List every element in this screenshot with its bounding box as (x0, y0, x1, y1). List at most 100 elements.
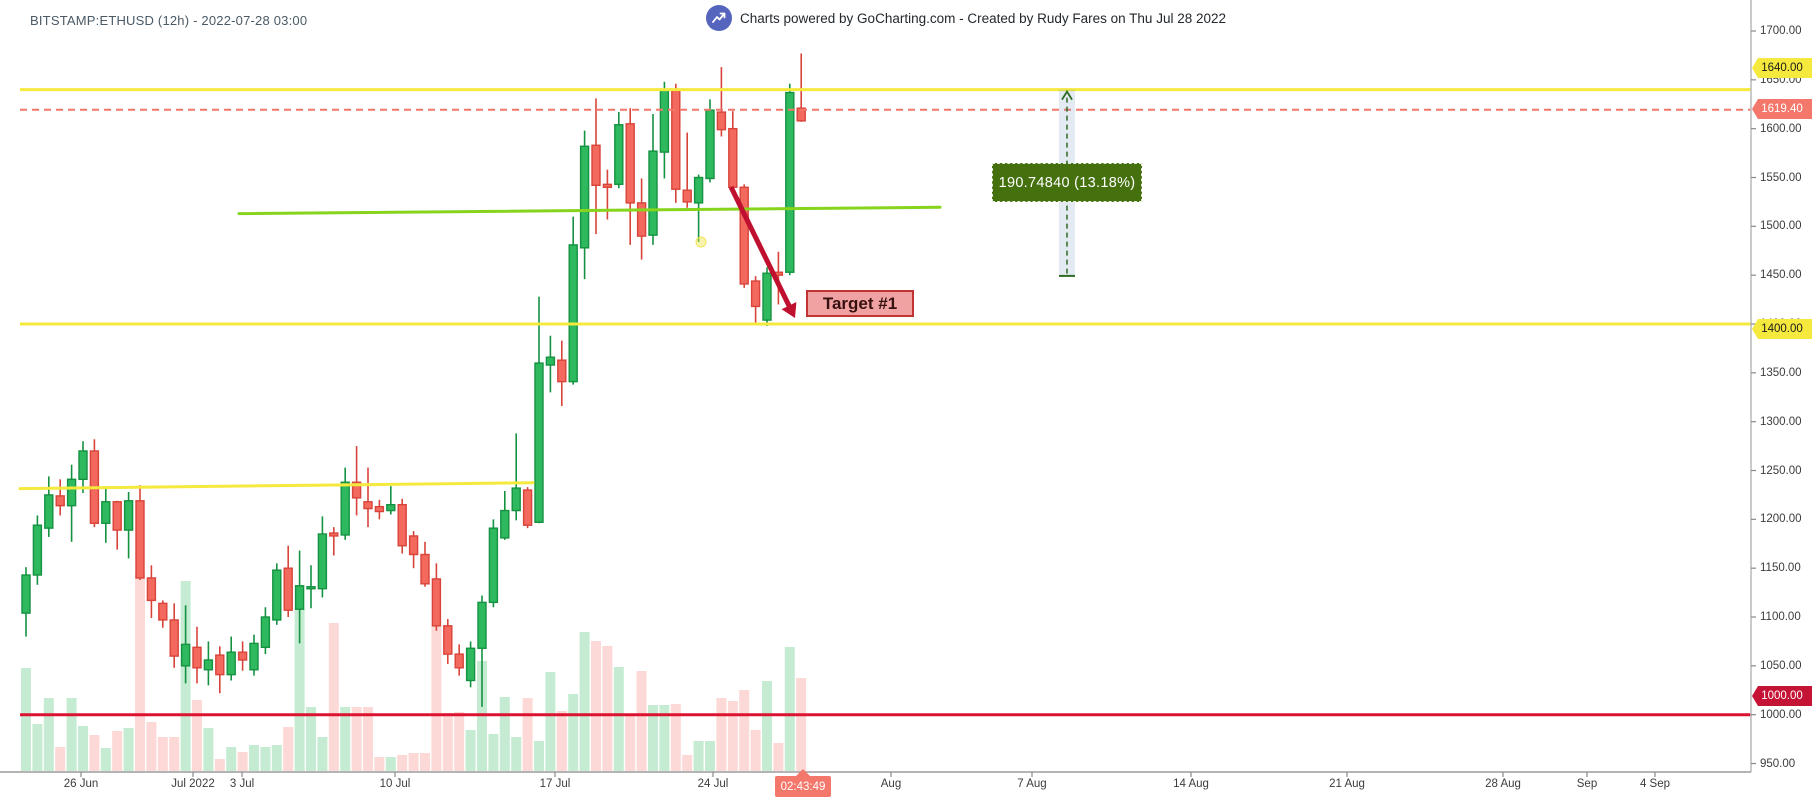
candle-body (32, 524, 43, 576)
measure-value-label[interactable]: 190.74840 (13.18%) (992, 163, 1142, 202)
gocharting-logo-icon (706, 5, 732, 31)
candle-body (648, 150, 658, 236)
target-arrowhead-icon (781, 302, 797, 318)
candle-body (534, 362, 544, 523)
volume-bar (306, 707, 316, 771)
candle-body (260, 616, 271, 648)
volume-bar (625, 714, 636, 771)
volume-bar (55, 747, 66, 771)
volume-bar (283, 727, 294, 771)
candle-body (203, 659, 214, 671)
candle-body (123, 500, 134, 531)
candle-body (728, 127, 738, 188)
price-axis-label: 1600.00 (1760, 122, 1802, 135)
candle-body (386, 503, 396, 512)
volume-bar (237, 752, 248, 771)
candle-body (363, 501, 373, 510)
candle-body (101, 501, 111, 524)
trendline[interactable] (237, 205, 942, 216)
candle-body (614, 124, 624, 186)
volume-bar (579, 632, 590, 771)
volume-bar (192, 700, 202, 771)
time-axis-label: 24 Jul (697, 778, 729, 790)
volume-bar (784, 647, 795, 771)
volume-bar (271, 745, 282, 771)
candle-body (180, 643, 191, 667)
volume-bar (613, 667, 624, 771)
drawing-anchor-dot[interactable] (695, 236, 707, 248)
time-axis-label: 17 Jul (539, 778, 571, 790)
candle-body (340, 481, 350, 536)
price-axis-label: 950.00 (1760, 757, 1796, 770)
candle-body (135, 500, 145, 579)
volume-bar (260, 747, 271, 771)
candle-body (431, 578, 442, 627)
volume-bar (762, 681, 772, 771)
volume-bar (169, 737, 180, 771)
candle-body (329, 532, 339, 537)
volume-bar (727, 701, 738, 771)
measure-arrow-up-icon (1061, 89, 1073, 101)
candle-body (602, 183, 613, 188)
price-axis-label: 1100.00 (1760, 611, 1801, 624)
volume-bar (773, 743, 784, 771)
candle-body (557, 359, 567, 383)
price-axis-label: 1700.00 (1760, 25, 1802, 37)
price-tag: 1400.00 (1752, 319, 1812, 339)
volume-bar (21, 668, 31, 771)
volume-bar (374, 757, 385, 771)
trendline[interactable] (18, 481, 535, 491)
candle-body (785, 91, 795, 273)
time-axis-label: Aug (880, 778, 902, 790)
volume-bar (556, 711, 567, 771)
target-annotation[interactable]: Target #1 (806, 290, 914, 317)
volume-bar (66, 698, 77, 771)
candle-body (716, 111, 727, 131)
price-axis-label: 1450.00 (1760, 269, 1802, 282)
candle-body (158, 602, 168, 621)
volume-bar (511, 737, 522, 771)
volume-bar (750, 730, 761, 771)
candle-body (169, 619, 179, 657)
candle-body (374, 505, 385, 513)
candle-body (625, 123, 635, 204)
volume-bar (591, 641, 601, 771)
price-axis-label: 1000.00 (1760, 708, 1802, 721)
target-arrow[interactable] (728, 185, 793, 311)
volume-bar (545, 672, 556, 771)
candle-body (283, 567, 293, 611)
candle-body (55, 495, 65, 507)
candle-body (796, 107, 806, 122)
candle-body (636, 202, 647, 237)
candle-body (568, 244, 578, 383)
candle-countdown-badge: 02:43:49 (775, 769, 831, 797)
candle-body (272, 569, 282, 621)
price-axis-label: 1500.00 (1760, 220, 1802, 233)
volume-bar (340, 707, 351, 771)
volume-bar (32, 724, 43, 771)
candle-body (215, 654, 225, 676)
candle-body (682, 189, 692, 203)
candle-body (146, 577, 157, 602)
candle-body (66, 478, 77, 507)
time-axis-label: 14 Aug (1173, 778, 1209, 790)
volume-bar (420, 753, 430, 771)
volume-bar (317, 737, 328, 771)
time-axis-label: 7 Aug (1017, 778, 1047, 790)
volume-bar (568, 694, 579, 771)
candle-body (306, 586, 316, 590)
candle-body (500, 509, 510, 539)
symbol-title: BITSTAMP:ETHUSD (12h) - 2022-07-28 03:00 (30, 13, 308, 28)
price-axis-label: 1250.00 (1760, 464, 1802, 477)
volume-bar (534, 741, 544, 771)
volume-bar (454, 712, 465, 771)
candle-body (226, 651, 236, 676)
volume-bar (488, 734, 499, 771)
time-axis-label: 26 Jun (63, 778, 99, 790)
candle-body (78, 450, 88, 481)
volume-bar (157, 737, 168, 771)
candle-body (750, 280, 761, 308)
candle-body (591, 144, 601, 187)
